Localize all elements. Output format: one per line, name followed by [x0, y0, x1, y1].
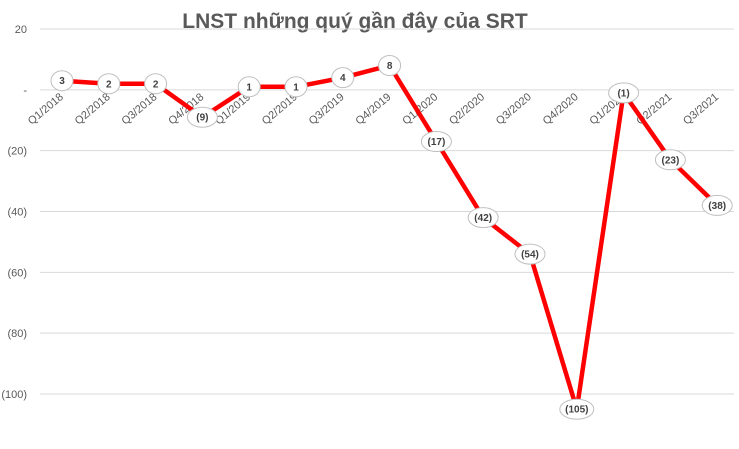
data-label: (105)	[565, 405, 588, 416]
y-tick-label: (100)	[1, 389, 27, 401]
y-tick-label: (40)	[7, 207, 27, 219]
y-tick-label: (80)	[7, 328, 27, 340]
x-tick-label: Q2/2020	[447, 91, 487, 127]
data-point: (38)	[701, 194, 733, 216]
data-label: 1	[293, 82, 299, 93]
data-point: (1)	[608, 82, 640, 104]
data-point-marker	[559, 398, 595, 420]
data-point-marker	[420, 131, 452, 153]
data-point: 1	[284, 76, 308, 98]
data-label: (42)	[474, 213, 492, 224]
data-point: 2	[97, 73, 121, 95]
data-point: (17)	[420, 131, 452, 153]
data-label: 4	[340, 73, 346, 84]
x-tick-label: Q3/2018	[119, 91, 159, 127]
data-point: (105)	[559, 398, 595, 420]
x-tick-label: Q4/2020	[541, 91, 581, 127]
data-point-marker	[378, 55, 402, 76]
x-tick-label: Q4/2019	[353, 91, 393, 127]
y-tick-label: (20)	[7, 146, 27, 158]
data-label: 3	[59, 76, 65, 87]
data-point-marker	[654, 149, 686, 171]
x-tick-label: Q2/2018	[73, 91, 113, 127]
data-label: 8	[387, 61, 393, 72]
data-label: 2	[153, 79, 159, 90]
y-tick-label: 20	[15, 24, 27, 36]
data-point: (23)	[654, 149, 686, 171]
data-label: (17)	[428, 137, 446, 148]
data-point: 1	[237, 76, 261, 98]
data-point-marker	[50, 70, 74, 92]
x-tick-label: Q3/2021	[681, 91, 721, 127]
data-label: (38)	[708, 201, 726, 212]
x-tick-label: Q2/2021	[634, 91, 674, 127]
data-point: (54)	[514, 243, 546, 265]
data-point-marker	[467, 207, 499, 229]
chart-title: LNST những quý gần đây của SRT	[182, 10, 528, 33]
data-point-marker	[331, 67, 355, 89]
data-point: 8	[378, 55, 402, 76]
data-point-marker	[237, 76, 261, 98]
data-label: (9)	[196, 113, 208, 124]
data-label: (54)	[521, 250, 539, 261]
data-point-marker	[514, 243, 546, 265]
data-point: 2	[144, 73, 168, 95]
data-point-marker	[186, 106, 218, 128]
data-label: 2	[106, 79, 112, 90]
data-point-marker	[144, 73, 168, 95]
data-point-marker	[701, 194, 733, 216]
data-point-marker	[97, 73, 121, 95]
data-point: (9)	[186, 106, 218, 128]
data-point: 3	[50, 70, 74, 92]
x-tick-label: Q3/2020	[494, 91, 534, 127]
data-point: (42)	[467, 207, 499, 229]
data-label: 1	[246, 82, 252, 93]
y-axis-tick-labels: 20 - (20) (40) (60) (80) (100)	[1, 24, 27, 401]
data-label: (23)	[662, 155, 680, 166]
data-point-marker	[284, 76, 308, 98]
data-point-marker	[608, 82, 640, 104]
data-points: 3 2 2 (9) 1 1 4 8 (17) (42) (54) (105) (1) (23) (38)	[50, 55, 733, 420]
data-point: 4	[331, 67, 355, 89]
series-line	[59, 63, 720, 412]
y-tick-label: (60)	[7, 267, 27, 279]
data-label: (1)	[617, 88, 629, 99]
x-tick-label: Q3/2019	[307, 91, 347, 127]
y-tick-label: -	[23, 85, 27, 97]
x-tick-label: Q1/2018	[26, 91, 66, 127]
